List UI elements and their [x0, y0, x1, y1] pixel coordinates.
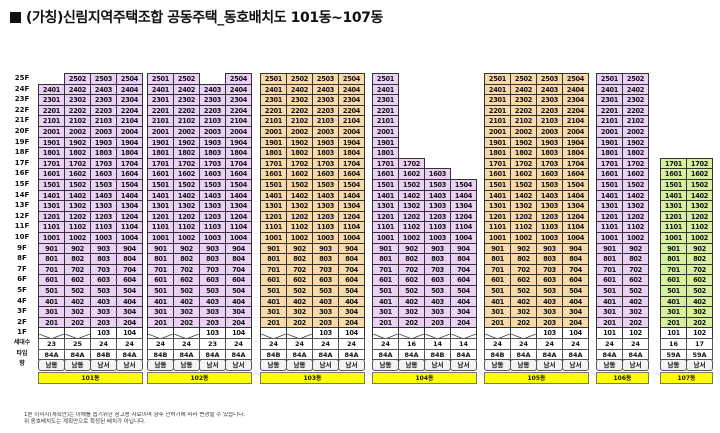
info-dirs: 남동 — [596, 359, 623, 371]
pilotis-cross-icon — [148, 333, 173, 339]
building-name-label: 102동 — [147, 371, 252, 384]
square-bullet-icon — [10, 12, 21, 23]
page-title: (가칭)신림지역주택조합 공동주택_동호배치도 101동~107동 — [10, 7, 383, 27]
building-name-label: 105동 — [484, 371, 589, 384]
info-row-label: 타입 — [16, 349, 28, 357]
pilotis-cross-icon — [261, 333, 286, 339]
floor-label: 6F — [17, 275, 27, 284]
info-dirs: 남동 — [64, 359, 91, 371]
info-dirs: 남서 — [90, 359, 117, 371]
info-dirs: 남서 — [536, 359, 563, 371]
pilotis-cross-icon — [39, 333, 64, 339]
info-dirs: 남서 — [622, 359, 649, 371]
floor-label: 9F — [17, 243, 27, 252]
floor-label: 3F — [17, 307, 27, 316]
info-row-label: 세대수 — [13, 339, 31, 346]
building-name-label: 106동 — [596, 371, 649, 384]
info-dirs: 남서 — [199, 359, 226, 371]
floor-label: 17F — [14, 158, 30, 167]
floor-label: 12F — [14, 211, 30, 220]
pilotis-cross-icon — [373, 333, 398, 339]
floor-label: 7F — [17, 264, 27, 273]
building-name-label: 101동 — [38, 371, 143, 384]
floor-label: 15F — [14, 180, 30, 188]
info-dirs: 남동 — [372, 359, 399, 371]
floor-label: 24F — [14, 84, 30, 93]
pilotis-cross-icon — [425, 333, 450, 339]
info-dirs: 남동 — [38, 359, 65, 371]
info-dirs: 남동 — [510, 359, 537, 371]
building-name-label: 107동 — [660, 371, 713, 384]
info-dirs: 남서 — [562, 359, 589, 371]
pilotis-cross-icon — [485, 333, 510, 339]
floor-label: 16F — [14, 169, 30, 178]
floor-label: 1F — [17, 328, 27, 337]
note-line: 위 동호배치도는 계획안으로 확정된 배치가 아닙니다. — [24, 419, 146, 425]
notes: 1본 이미지(계획안)는 이해를 돕기위한 참고용 자료이며 향후 인허가에 따… — [24, 412, 624, 432]
info-dirs: 남서 — [116, 359, 143, 371]
pilotis-cross-icon — [399, 333, 424, 339]
floor-label: 2F — [17, 317, 27, 326]
pilotis-cross-icon — [287, 333, 312, 339]
info-row-label: 향 — [19, 360, 25, 368]
info-dirs: 남동 — [286, 359, 313, 371]
pilotis-cross-icon — [65, 333, 90, 339]
info-dirs: 남서 — [424, 359, 451, 371]
info-dirs: 남동 — [484, 359, 511, 371]
floor-label: 22F — [14, 105, 30, 114]
page-title-text: (가칭)신림지역주택조합 공동주택_동호배치도 101동~107동 — [26, 10, 384, 26]
floor-label: 21F — [14, 116, 30, 125]
floor-label: 14F — [14, 190, 30, 199]
note-line: 1본 이미지(계획안)는 이해를 돕기위한 참고용 자료이며 향후 인허가에 따… — [24, 412, 246, 418]
floor-label: 20F — [14, 127, 30, 135]
info-dirs: 남서 — [686, 359, 713, 371]
pilotis-cross-icon — [451, 333, 476, 339]
info-dirs: 남서 — [338, 359, 365, 371]
info-dirs: 남동 — [660, 359, 687, 371]
floor-label: 25F — [14, 74, 30, 82]
building-name-label: 103동 — [260, 371, 365, 384]
floor-label: 11F — [14, 222, 30, 231]
info-dirs: 남동 — [260, 359, 287, 371]
pilotis-cross-icon — [174, 333, 199, 339]
pilotis-cross-icon — [511, 333, 536, 339]
info-dirs: 남서 — [312, 359, 339, 371]
info-dirs: 남서 — [225, 359, 252, 371]
info-dirs: 남동 — [147, 359, 174, 371]
info-dirs: 남동 — [398, 359, 425, 371]
floor-label: 10F — [14, 233, 30, 241]
floor-label: 13F — [14, 201, 30, 210]
info-dirs: 남동 — [173, 359, 200, 371]
floor-label: 18F — [14, 148, 30, 157]
building-name-label: 104동 — [372, 371, 477, 384]
floor-label: 8F — [17, 254, 27, 263]
floor-label: 5F — [17, 286, 27, 294]
floor-label: 19F — [14, 137, 30, 146]
floor-label: 23F — [14, 95, 30, 104]
floor-label: 4F — [17, 296, 27, 305]
info-dirs: 남서 — [450, 359, 477, 371]
